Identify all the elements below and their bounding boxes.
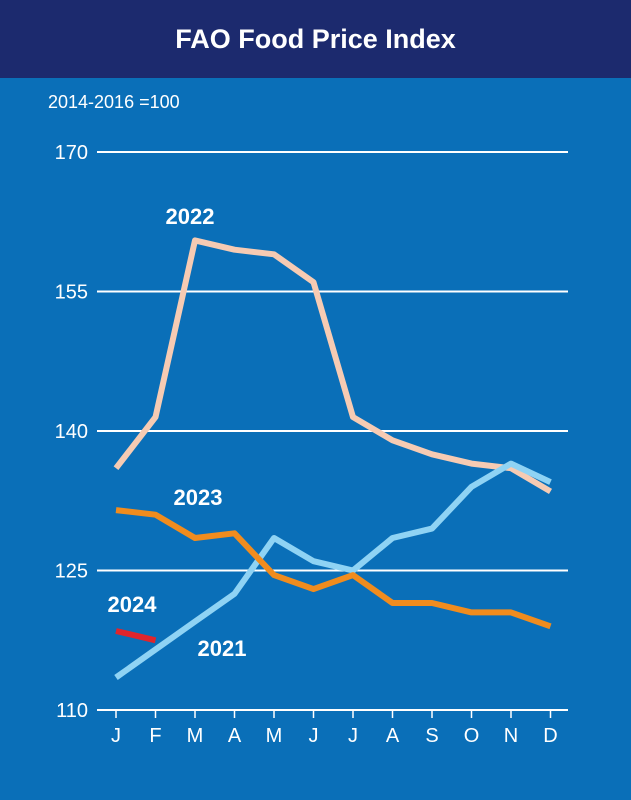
x-tick-label: J — [111, 725, 121, 747]
x-tick-label: M — [266, 725, 283, 747]
x-tick-label: O — [464, 725, 480, 747]
x-tick-label: A — [386, 725, 400, 747]
x-tick-label: J — [309, 725, 319, 747]
y-tick-label: 140 — [55, 421, 88, 443]
x-tick-label: A — [228, 725, 242, 747]
chart-title: FAO Food Price Index — [0, 0, 631, 78]
series-line-2022 — [113, 237, 553, 494]
x-tick-label: S — [425, 725, 438, 747]
series-label-2023: 2023 — [174, 485, 223, 510]
series-line-2023 — [115, 507, 552, 630]
series-label-2024: 2024 — [108, 592, 158, 617]
y-tick-label: 170 — [55, 142, 88, 164]
y-tick-label: 125 — [55, 561, 88, 583]
x-tick-label: F — [149, 725, 161, 747]
series-label-2022: 2022 — [166, 204, 215, 229]
x-tick-label: D — [543, 725, 557, 747]
x-tick-label: N — [504, 725, 518, 747]
y-tick-label: 155 — [55, 282, 88, 304]
series-label-2021: 2021 — [198, 636, 247, 661]
x-tick-label: M — [187, 725, 204, 747]
y-tick-label: 110 — [56, 700, 88, 722]
series-line-2021 — [114, 460, 552, 680]
series-line-2024 — [115, 628, 157, 644]
x-tick-label: J — [348, 725, 358, 747]
chart-subtitle: 2014-2016 =100 — [48, 92, 180, 112]
